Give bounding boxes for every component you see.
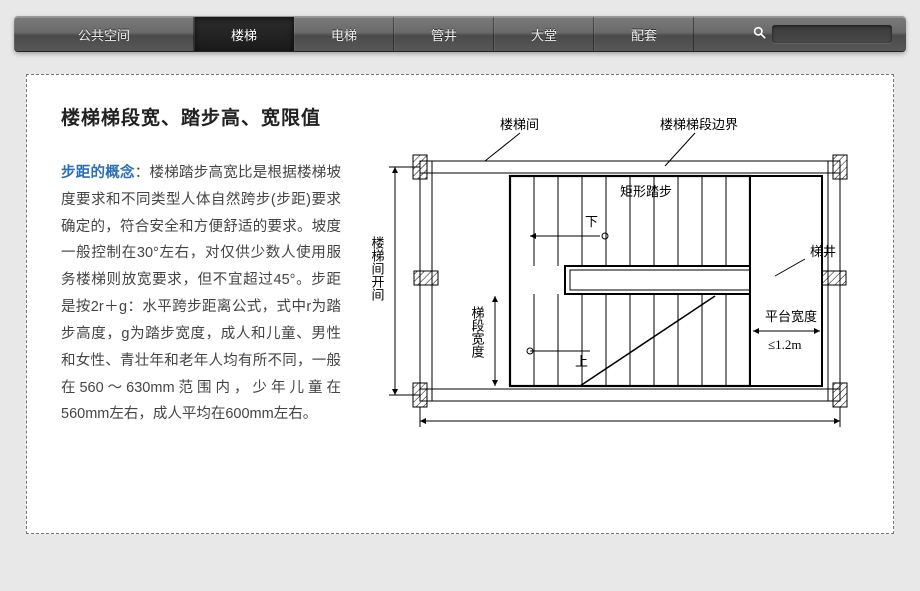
nav-label: 楼梯 (231, 25, 257, 44)
nav-search (745, 17, 906, 51)
nav-item-shaft[interactable]: 管井 (394, 17, 494, 51)
nav-item-support[interactable]: 配套 (594, 17, 694, 51)
diagram-column: 楼梯间 楼梯梯段边界 (365, 103, 865, 513)
nav-item-public-space[interactable]: 公共空间 (14, 17, 194, 51)
page-title: 楼梯梯段宽、踏步高、宽限值 (61, 103, 341, 130)
label-section-width: 梯段宽度 (470, 306, 485, 358)
column-mr (822, 271, 846, 285)
label-well: 梯井 (810, 244, 836, 259)
concept-label: 步距的概念 (61, 165, 135, 181)
body-paragraph: 步距的概念：楼梯踏步高宽比是根据楼梯坡度要求和不同类型人体自然跨步(步距)要求确… (61, 160, 341, 428)
label-up: 上 (575, 354, 588, 369)
label-platform-width: 平台宽度 (765, 309, 817, 324)
stair-plan-diagram: 楼梯间 楼梯梯段边界 (365, 111, 865, 441)
nav-label: 配套 (631, 25, 657, 44)
break-line (580, 296, 715, 386)
search-icon (753, 26, 766, 42)
text-column: 楼梯梯段宽、踏步高、宽限值 步距的概念：楼梯踏步高宽比是根据楼梯坡度要求和不同类… (61, 103, 341, 513)
label-down: 下 (585, 214, 598, 229)
label-rect-step: 矩形踏步 (620, 184, 672, 199)
nav-item-elevator[interactable]: 电梯 (294, 17, 394, 51)
nav-label: 管井 (431, 25, 457, 44)
colon: ： (135, 165, 150, 181)
nav-item-stairs[interactable]: 楼梯 (194, 17, 294, 51)
label-opening: 楼梯间开间 (370, 236, 385, 301)
top-navbar: 公共空间 楼梯 电梯 管井 大堂 配套 (14, 16, 906, 52)
nav-item-lobby[interactable]: 大堂 (494, 17, 594, 51)
platform (750, 176, 822, 386)
content-panel: 楼梯梯段宽、踏步高、宽限值 步距的概念：楼梯踏步高宽比是根据楼梯坡度要求和不同类… (26, 74, 894, 534)
nav-label: 公共空间 (78, 25, 130, 44)
search-input[interactable] (772, 25, 892, 43)
label-boundary: 楼梯梯段边界 (660, 117, 738, 132)
column-ml (414, 271, 438, 285)
nav-label: 电梯 (331, 25, 357, 44)
body-text: 楼梯踏步高宽比是根据楼梯坡度要求和不同类型人体自然跨步(步距)要求确定的，符合安… (61, 165, 341, 422)
label-platform-min: ≤1.2m (768, 337, 802, 352)
nav-label: 大堂 (531, 25, 557, 44)
label-room: 楼梯间 (500, 117, 539, 132)
